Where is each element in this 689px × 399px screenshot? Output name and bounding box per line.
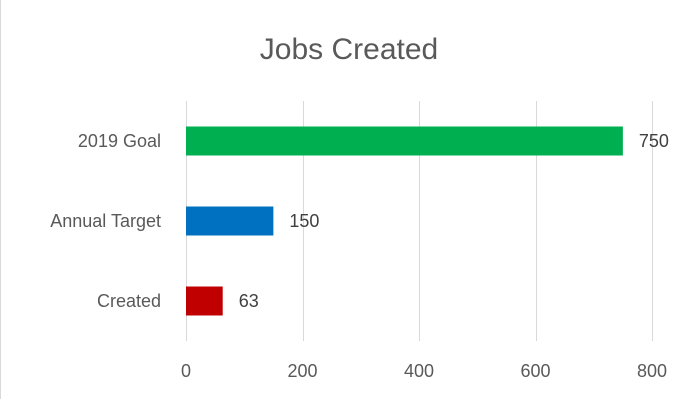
data-label-annual-target: 150: [289, 211, 319, 231]
x-tick-labels: 0 200 400 600 800: [181, 361, 667, 381]
bar-created: [186, 286, 223, 316]
bar-2019-goal: [186, 126, 623, 156]
bar-annual-target: [186, 206, 274, 236]
category-labels: 2019 Goal Annual Target Created: [50, 131, 161, 311]
x-tick-label-800: 800: [637, 361, 667, 381]
category-label-annual-target: Annual Target: [50, 211, 161, 231]
chart-title: Jobs Created: [260, 33, 438, 66]
category-label-2019-goal: 2019 Goal: [78, 131, 161, 151]
bars: [186, 126, 623, 316]
data-label-2019-goal: 750: [639, 131, 669, 151]
x-tick-label-600: 600: [520, 361, 550, 381]
x-tick-label-0: 0: [181, 361, 191, 381]
data-labels: 750 150 63: [239, 131, 669, 311]
category-label-created: Created: [97, 291, 161, 311]
data-label-created: 63: [239, 291, 259, 311]
x-tick-label-200: 200: [287, 361, 317, 381]
x-tick-label-400: 400: [404, 361, 434, 381]
